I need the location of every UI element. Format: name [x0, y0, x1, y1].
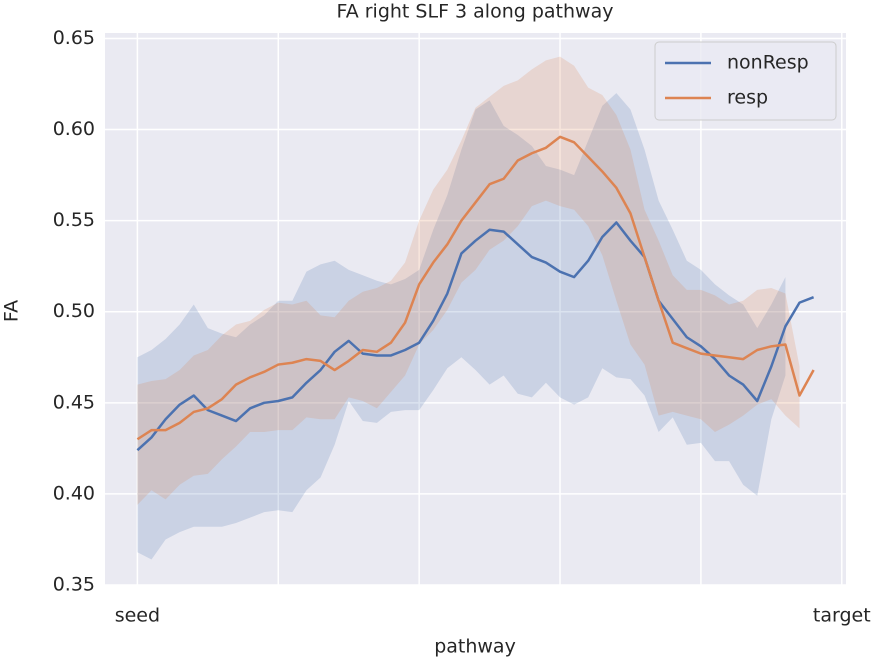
y-tick-label: 0.55 [53, 209, 95, 231]
chart-title: FA right SLF 3 along pathway [337, 1, 614, 23]
y-tick-label: 0.65 [53, 27, 95, 49]
y-axis-label: FA [1, 300, 23, 322]
confidence-band [137, 56, 800, 505]
legend-label: nonResp [727, 52, 809, 74]
plot-area [105, 33, 846, 585]
series-line [136, 221, 815, 452]
x-axis-label: pathway [434, 636, 516, 658]
y-tick-label: 0.50 [53, 300, 95, 322]
confidence-band [137, 93, 786, 560]
legend: nonResp resp [654, 41, 837, 121]
y-tick-label: 0.35 [53, 574, 95, 596]
x-tick-label: seed [115, 605, 160, 627]
y-tick-label: 0.40 [53, 482, 95, 504]
legend-box [654, 41, 837, 121]
y-tick-label: 0.60 [53, 118, 95, 140]
lines [136, 135, 815, 452]
bands [137, 56, 800, 560]
grid [105, 33, 846, 586]
x-tick-label: target [813, 605, 871, 627]
y-tick-label: 0.45 [53, 391, 95, 413]
legend-label: resp [727, 87, 768, 109]
series-line [136, 135, 815, 441]
